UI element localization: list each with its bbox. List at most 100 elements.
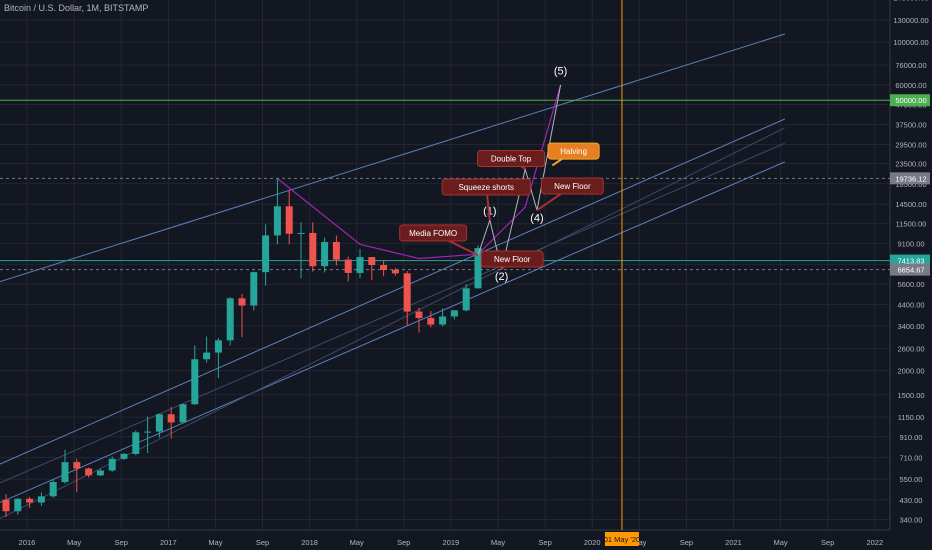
candle-body	[297, 232, 305, 234]
y-tick-label: 130000.00	[893, 16, 928, 25]
price-level-label: 50000.00	[895, 96, 926, 105]
y-tick-label: 170000.00	[893, 0, 928, 2]
candle-body	[26, 498, 34, 503]
y-tick-label: 4400.00	[897, 300, 924, 309]
x-tick-label: Sep	[680, 538, 693, 547]
y-tick-label: 23500.00	[895, 160, 926, 169]
y-tick-label: 76000.00	[895, 61, 926, 70]
wave-path	[477, 84, 562, 270]
y-tick-label: 9100.00	[897, 239, 924, 248]
annotation-box	[547, 142, 600, 160]
trendline	[0, 161, 785, 504]
candle-body	[403, 273, 411, 312]
y-tick-label: 60000.00	[895, 81, 926, 90]
price-level-label: 19736.12	[895, 174, 926, 183]
price-level-tag	[890, 263, 930, 276]
x-tick-label: Sep	[538, 538, 551, 547]
candle-body	[167, 414, 175, 423]
annotation-text: Media FOMO	[409, 229, 457, 238]
wave-label: (2)	[495, 271, 508, 283]
annotation-text: Halving	[560, 147, 587, 156]
candle-body	[368, 257, 376, 266]
price-level-tag	[890, 94, 930, 107]
trendline	[0, 118, 786, 465]
y-tick-label: 14500.00	[895, 200, 926, 209]
candle-body	[309, 232, 317, 267]
y-tick-label: 2000.00	[897, 367, 924, 376]
candle-body	[155, 414, 163, 432]
y-tick-label: 29500.00	[895, 141, 926, 150]
candle-body	[321, 241, 329, 267]
candle-body	[132, 432, 140, 454]
y-tick-label: 430.00	[900, 496, 923, 505]
y-tick-label: 5600.00	[897, 280, 924, 289]
price-level-label: 7413.83	[897, 257, 924, 266]
candle-body	[238, 298, 246, 306]
x-tick-label: 2016	[19, 538, 36, 547]
annotation-box	[441, 178, 531, 196]
candle-body	[415, 311, 423, 319]
y-tick-label: 710.00	[900, 454, 923, 463]
y-tick-label: 910.00	[900, 433, 923, 442]
candle-body	[85, 468, 93, 476]
price-level-tag	[890, 254, 930, 267]
x-tick-label: 2020	[584, 538, 601, 547]
candle-body	[285, 206, 293, 234]
bowl-curve	[277, 84, 562, 260]
wave-label: (4)	[530, 213, 543, 225]
candle-body	[356, 257, 364, 273]
y-tick-label: 340.00	[900, 515, 923, 524]
annotation-box	[480, 250, 544, 268]
price-level-tag	[890, 172, 930, 185]
x-tick-label: Sep	[115, 538, 128, 547]
x-tick-label: 2018	[301, 538, 318, 547]
candle-body	[49, 482, 57, 497]
candle-body	[73, 462, 81, 469]
y-tick-label: 2600.00	[897, 345, 924, 354]
x-tick-label: May	[632, 538, 646, 547]
y-tick-label: 1500.00	[897, 391, 924, 400]
x-tick-label: May	[774, 538, 788, 547]
candle-body	[2, 499, 10, 512]
annotation-text: Double Top	[491, 154, 532, 163]
y-tick-label: 100000.00	[893, 38, 928, 47]
candle-body	[474, 248, 482, 289]
y-tick-label: 37500.00	[895, 120, 926, 129]
candle-body	[144, 431, 152, 433]
candle-body	[273, 206, 281, 236]
annotation-text: New Floor	[494, 255, 531, 264]
price-level-label: 6654.67	[897, 266, 924, 275]
candle-body	[450, 310, 458, 317]
candle-body	[380, 265, 388, 270]
x-tick-label: 2017	[160, 538, 177, 547]
trendline	[0, 127, 786, 520]
candle-body	[96, 470, 104, 476]
candle-body	[214, 340, 222, 353]
candle-body	[262, 235, 270, 273]
x-tick-label: 2022	[866, 538, 883, 547]
x-tick-label: Sep	[256, 538, 269, 547]
candle-body	[462, 288, 470, 311]
x-tick-label: 2019	[443, 538, 460, 547]
candle-body	[439, 316, 447, 325]
y-tick-label: 3400.00	[897, 322, 924, 331]
x-tick-label: 2021	[725, 538, 742, 547]
x-tick-label: May	[350, 538, 364, 547]
candle-body	[37, 496, 45, 503]
x-tick-label: Sep	[397, 538, 410, 547]
candle-body	[14, 498, 22, 512]
vertical-marker-label: 01 May '20	[604, 535, 640, 544]
wave-label: (5)	[554, 65, 567, 77]
vertical-marker-tag	[604, 532, 639, 546]
trendline	[0, 33, 785, 283]
chart-title: Bitcoin / U.S. Dollar, 1M, BITSTAMP	[4, 3, 149, 13]
x-tick-label: May	[67, 538, 81, 547]
candle-body	[120, 453, 128, 459]
candle-body	[61, 462, 69, 483]
candle-body	[391, 269, 399, 274]
candle-body	[332, 241, 340, 260]
candle-body	[191, 359, 199, 405]
annotation-text: Squeeze shorts	[458, 183, 514, 192]
x-tick-label: May	[208, 538, 222, 547]
